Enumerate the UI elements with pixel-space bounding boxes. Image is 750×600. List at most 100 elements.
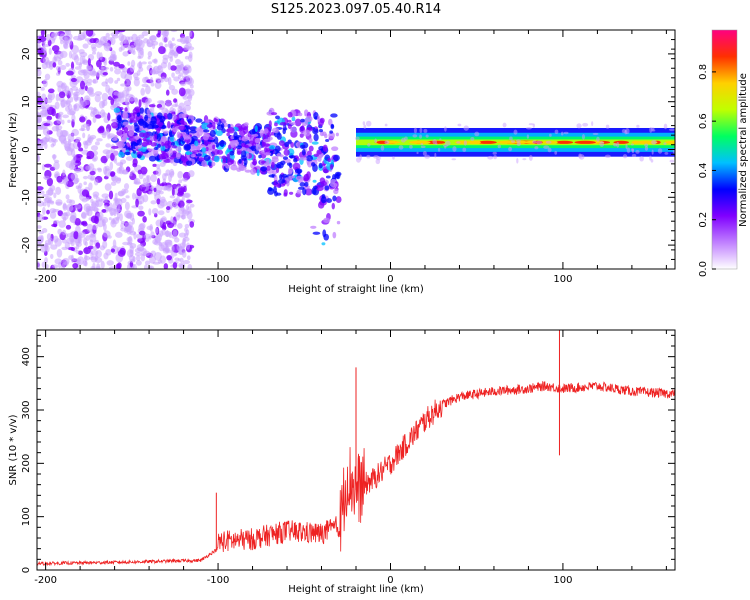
spectrogram-blob [158, 42, 164, 48]
spectrogram-blob [142, 194, 149, 203]
spectrogram-blob [156, 133, 161, 142]
spectrogram-blob [74, 204, 82, 210]
spectrogram-blob [631, 148, 634, 154]
spectrogram-blob [669, 159, 675, 163]
spectrogram-blob [221, 119, 227, 124]
spectrogram-blob [451, 158, 457, 161]
spectrogram-blob [185, 76, 190, 82]
spectrogram-blob [142, 177, 147, 184]
spectrogram-blob [125, 156, 133, 161]
spectrogram-blob [37, 235, 44, 244]
spectrogram-blob [132, 263, 137, 269]
spectrogram-blob [113, 66, 118, 70]
spectrogram-blob [167, 120, 171, 129]
spectrogram-blob [79, 116, 86, 123]
spectrogram-blob [175, 146, 182, 152]
spectrogram-blob [74, 66, 82, 70]
spectrogram-blob [132, 192, 136, 200]
spectrogram-blob [255, 144, 262, 151]
spectrogram-blob [50, 143, 55, 148]
spectrogram-blob [94, 257, 103, 263]
spectrogram-blob [207, 161, 212, 167]
spectrogram-blob [101, 81, 108, 87]
spectrogram-blob [150, 142, 158, 147]
spectrogram-blob [288, 175, 296, 179]
spectrogram-blob [172, 262, 178, 269]
spectrogram-blob [57, 85, 62, 93]
colorbar-tick-label: 0.8 [698, 64, 709, 80]
spectrogram-blob [203, 138, 209, 147]
spectrogram-blob [266, 165, 271, 171]
spectrogram-blob [160, 61, 168, 69]
spectrogram-blob [111, 118, 118, 123]
spectrogram-blob [46, 104, 50, 110]
spectrogram-blob [50, 244, 58, 250]
spectrogram-blob [74, 168, 81, 173]
spectrogram-blob [141, 31, 149, 37]
spectrogram-blob [630, 143, 634, 146]
spectrogram-blob [37, 44, 41, 49]
spectrogram-blob [99, 52, 103, 61]
spectrogram-blob [109, 67, 114, 72]
spectrogram-blob [163, 263, 169, 269]
spectrogram-blob [73, 231, 79, 240]
spectrogram-blob [113, 158, 118, 164]
spectrogram-blob [195, 153, 202, 157]
spectrogram-peak [410, 140, 431, 144]
spectrogram-blob [77, 250, 83, 256]
spectrogram-blob [46, 115, 53, 121]
spectrogram-blob [57, 60, 63, 66]
spectrogram-blob [47, 94, 53, 99]
spectrogram-blob [142, 215, 147, 223]
spectrogram-blob [135, 255, 141, 262]
spectrogram-blob [62, 114, 69, 119]
spectrogram-blob [78, 49, 85, 55]
spectrogram-blob [122, 51, 129, 57]
spectrogram-blob [167, 62, 172, 71]
spectrogram-blob [170, 170, 175, 176]
spectrogram-blob [89, 38, 97, 44]
spectrogram-blob [90, 145, 99, 151]
spectrogram-blob [114, 192, 118, 202]
spectrogram-blob [139, 107, 144, 114]
spectrogram-blob [516, 141, 521, 147]
spectrogram-blob [98, 198, 103, 202]
spectrogram-blob [165, 206, 171, 211]
spectrogram-blob [158, 46, 166, 55]
spectrogram-blob [179, 82, 186, 87]
spectrogram-blob [563, 131, 569, 135]
spectrogram-blob [294, 118, 302, 127]
spectrogram-blob [591, 121, 594, 126]
spectrogram-blob [183, 143, 191, 151]
spectrogram-blob [215, 130, 223, 137]
spectrogram-blob [154, 251, 162, 261]
spectrogram-blob [50, 253, 54, 260]
spectrogram-blob [463, 125, 469, 131]
spectrogram-blob [301, 148, 306, 156]
spectrogram-blob [250, 145, 257, 152]
spectrogram-blob [101, 208, 107, 213]
y-tick-label: 0 [21, 146, 32, 152]
spectrogram-blob [159, 115, 166, 123]
spectrogram-blob [161, 124, 166, 129]
spectrogram-blob [87, 134, 91, 143]
spectrogram-blob [111, 137, 118, 141]
spectrogram-blob [502, 122, 507, 128]
spectrogram-blob [139, 222, 146, 229]
spectrogram-blob [293, 157, 298, 163]
spectrogram-blob [133, 78, 140, 87]
spectrogram-blob [58, 111, 64, 116]
spectrogram-blob [663, 123, 668, 130]
spectrogram-blob [171, 72, 175, 78]
spectrogram-blob [528, 154, 533, 161]
spectrogram-blob [70, 61, 75, 70]
spectrogram-blob [271, 157, 279, 163]
spectrogram-blob [184, 223, 190, 229]
spectrogram-blob [78, 182, 83, 189]
spectrogram-blob [171, 187, 175, 196]
spectrogram-blob [290, 126, 297, 133]
spectrogram-blob [246, 148, 253, 153]
spectrogram-blob [279, 121, 287, 126]
spectrogram-blob [153, 146, 159, 151]
spectrogram-blob [160, 145, 166, 151]
